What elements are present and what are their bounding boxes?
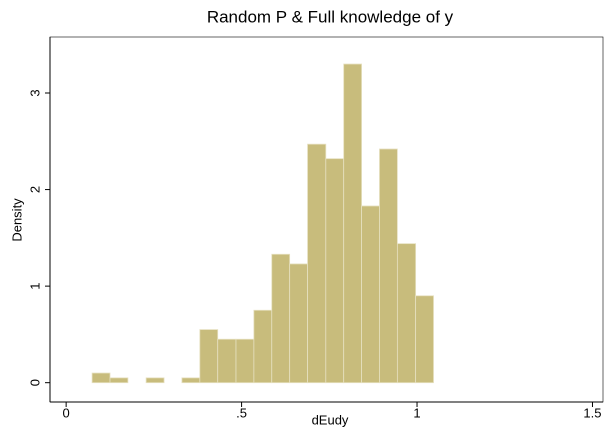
x-axis-label: dEudy [312, 412, 349, 427]
x-tick-label: 1.5 [583, 405, 601, 420]
bar [289, 263, 308, 384]
y-tick-label: 0 [27, 379, 42, 386]
bar [307, 143, 327, 384]
bar [91, 372, 111, 384]
bar [343, 63, 362, 384]
bar [396, 243, 417, 384]
chart-title: Random P & Full knowledge of y [207, 7, 454, 26]
bar [235, 338, 255, 384]
y-tick-label: 2 [27, 186, 42, 193]
bar [145, 377, 165, 384]
bar [379, 148, 398, 384]
bar [217, 338, 237, 384]
bar [181, 377, 201, 384]
bar [415, 295, 434, 384]
bar [325, 158, 345, 384]
x-tick-label: 0 [63, 405, 70, 420]
x-tick-label: 1 [413, 405, 420, 420]
y-tick-label: 1 [27, 283, 42, 290]
y-tick-label: 3 [27, 89, 42, 96]
bar [109, 377, 129, 384]
bar [361, 205, 380, 384]
bar [199, 329, 219, 384]
y-axis-label: Density [9, 198, 24, 242]
x-tick-label: .5 [236, 405, 247, 420]
bar [253, 309, 273, 384]
bar [271, 253, 291, 384]
